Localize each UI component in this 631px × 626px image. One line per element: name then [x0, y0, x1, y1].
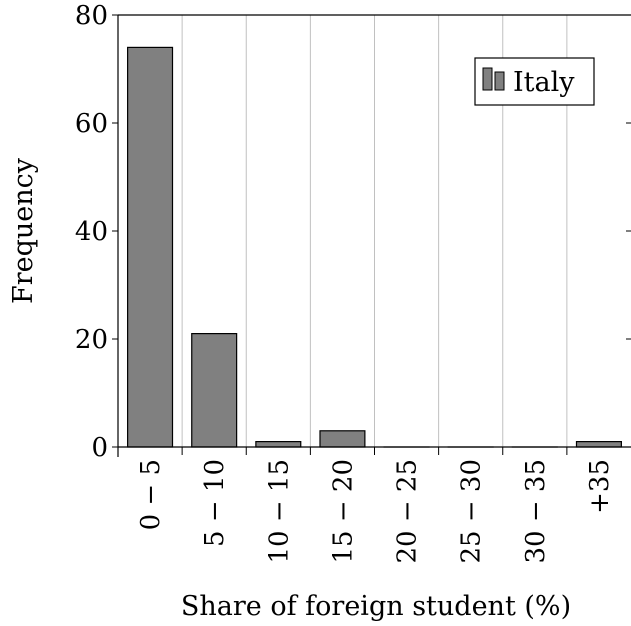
y-tick-labels: 0 20 40 60 80 — [75, 1, 108, 463]
legend: Italy — [474, 57, 595, 106]
bar-0 — [127, 46, 174, 448]
y-tick-label: 0 — [91, 433, 108, 463]
legend-swatch — [482, 67, 493, 91]
y-tick-label: 60 — [75, 109, 108, 139]
bar-3 — [319, 430, 366, 448]
y-tick-label: 80 — [75, 1, 108, 31]
x-tick-label: 0 − 5 — [136, 459, 166, 530]
x-tick-labels: 0 − 5 5 − 10 10 − 15 15 − 20 20 − 25 25 − 30 3… — [136, 459, 615, 563]
bar-1 — [191, 333, 238, 448]
x-tick-label: 15 − 20 — [328, 459, 358, 563]
x-tick-label: 25 − 30 — [457, 459, 487, 563]
bar-7 — [575, 441, 622, 448]
legend-label-italy: Italy — [513, 67, 575, 98]
axes — [112, 14, 631, 457]
y-axis-label: Frequency — [8, 157, 39, 304]
x-tick-label: 10 − 15 — [264, 459, 294, 563]
legend-swatch — [494, 71, 505, 91]
x-axis-label: Share of foreign student (%) — [181, 591, 571, 622]
x-tick-label: 30 − 35 — [521, 459, 551, 563]
x-tick-label: +35 — [585, 459, 615, 514]
bar-2 — [255, 441, 302, 448]
x-tick-label: 20 − 25 — [393, 459, 423, 563]
y-tick-label: 40 — [75, 217, 108, 247]
y-tick-label: 20 — [75, 325, 108, 355]
x-tick-label: 5 − 10 — [200, 459, 230, 547]
